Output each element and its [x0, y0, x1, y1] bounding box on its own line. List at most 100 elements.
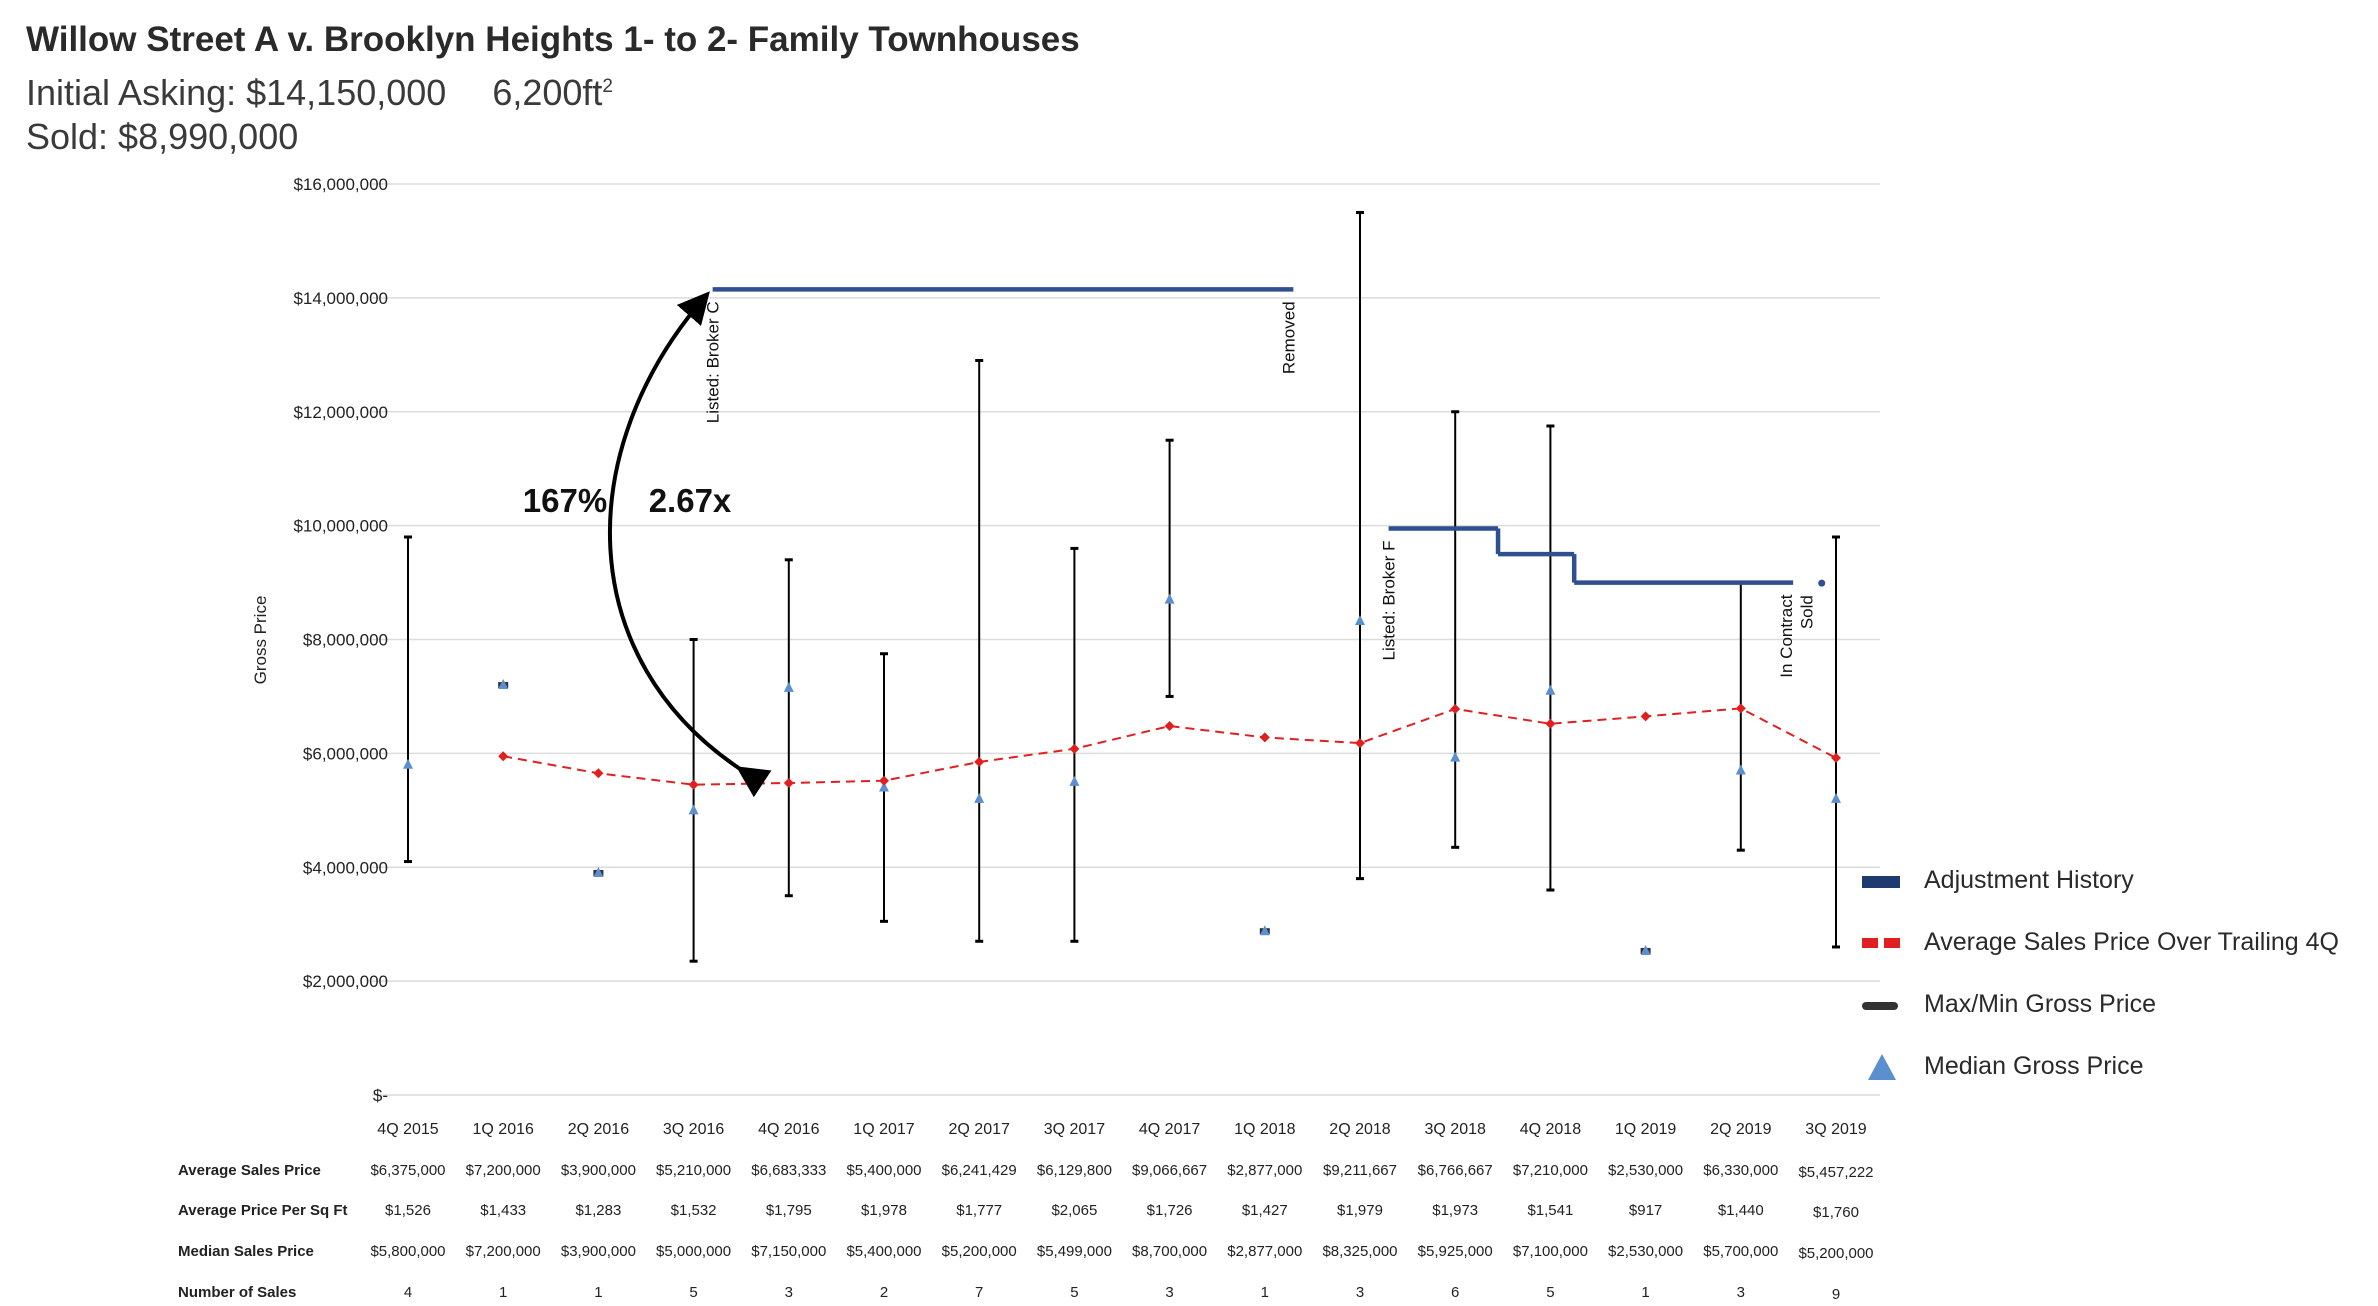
- average-line: [503, 707, 1837, 786]
- table-cell: $6,241,429: [942, 1162, 1017, 1179]
- median-marker: [1069, 775, 1080, 786]
- table-cell: 4: [404, 1284, 412, 1301]
- table-cell: $5,400,000: [846, 1162, 921, 1179]
- sold-price-text: Sold: $8,990,000: [26, 116, 299, 157]
- average-point: [1259, 732, 1270, 743]
- table-cell: $5,000,000: [656, 1243, 731, 1260]
- y-tick-label: $12,000,000: [293, 403, 388, 422]
- table-cell: $7,100,000: [1513, 1243, 1588, 1260]
- table-cell: $1,532: [671, 1202, 717, 1219]
- average-point: [1735, 703, 1746, 714]
- average-point: [498, 751, 509, 762]
- legend-item-median: Median Gross Price: [1862, 1048, 2378, 1088]
- average-point: [1640, 711, 1651, 722]
- median-marker: [1640, 944, 1651, 955]
- x-tick-label: 4Q 2017: [1139, 1121, 1200, 1138]
- table-cell: 2: [880, 1284, 888, 1301]
- legend-label-average: Average Sales Price Over Trailing 4Q: [1924, 928, 2340, 956]
- table-cell: $1,283: [575, 1202, 621, 1219]
- table-cell: $917: [1629, 1202, 1662, 1219]
- x-tick-label: 3Q 2016: [663, 1121, 724, 1138]
- y-tick-label: $8,000,000: [303, 631, 388, 650]
- table-cell: $2,877,000: [1227, 1162, 1302, 1179]
- average-point: [1545, 718, 1556, 729]
- average-point: [1355, 738, 1365, 749]
- table-cell: $5,210,000: [656, 1162, 731, 1179]
- area-value: 6,200ft: [492, 72, 603, 113]
- table-cell: $5,400,000: [846, 1243, 921, 1260]
- y-tick-label: $-: [373, 1086, 388, 1105]
- annotation-percent: 167%: [523, 482, 607, 519]
- y-tick-label: $2,000,000: [303, 972, 388, 991]
- table-cell: 5: [1546, 1284, 1554, 1301]
- legend-label-median: Median Gross Price: [1924, 1052, 2144, 1080]
- legend-swatch-median: [1868, 1054, 1896, 1080]
- table-cell: $2,877,000: [1227, 1243, 1302, 1260]
- table-cell: $8,325,000: [1322, 1243, 1397, 1260]
- annotation-layer: 167% 2.67x: [523, 291, 772, 798]
- x-tick-label: 2Q 2016: [568, 1121, 629, 1138]
- x-axis-labels: 4Q 2015 1Q 2016 2Q 2016 3Q 2016 4Q 2016 1Q 20…: [377, 1121, 1866, 1138]
- x-tick-label: 1Q 2019: [1615, 1121, 1676, 1138]
- average-point: [1164, 721, 1175, 732]
- adjustment-end-label: In Contract: [1777, 594, 1796, 677]
- table-cell: $5,200,000: [942, 1243, 1017, 1260]
- x-tick-label: 2Q 2019: [1710, 1121, 1771, 1138]
- table-cell: $1,726: [1147, 1202, 1193, 1219]
- table-cell: $1,427: [1242, 1202, 1288, 1219]
- table-cell: $5,700,000: [1703, 1243, 1778, 1260]
- legend-label-adjustment: Adjustment History: [1924, 866, 2134, 894]
- annotation-multiple: 2.67x: [649, 482, 732, 519]
- table-cell: $6,129,800: [1037, 1162, 1112, 1179]
- y-tick-label: $14,000,000: [293, 289, 388, 308]
- table-cell: 3: [1356, 1284, 1364, 1301]
- adjustment-history-series: Listed: Broker C Removed Listed: Broker F I…: [704, 287, 1826, 678]
- table-cell: $7,210,000: [1513, 1162, 1588, 1179]
- table-cell: $1,978: [861, 1202, 907, 1219]
- table-cell: 1: [499, 1284, 507, 1301]
- median-marker: [783, 681, 794, 692]
- legend-swatch-average: [1862, 938, 1900, 948]
- legend-swatch-adjustment: [1862, 876, 1900, 888]
- adjustment-end-label: Sold: [1798, 595, 1817, 629]
- table-cell: $1,777: [956, 1202, 1002, 1219]
- table-cell: $1,541: [1527, 1202, 1573, 1219]
- median-marker: [593, 866, 604, 877]
- table-cell: $3,900,000: [561, 1162, 636, 1179]
- legend-item-maxmin: Max/Min Gross Price: [1862, 986, 2378, 1026]
- table-cell: $8,700,000: [1132, 1243, 1207, 1260]
- average-point: [974, 756, 985, 767]
- table-cell: 9: [1832, 1286, 1840, 1303]
- area-superscript: 2: [602, 76, 613, 97]
- median-marker: [1259, 925, 1270, 936]
- median-marker: [1355, 614, 1365, 625]
- average-point: [593, 768, 604, 779]
- average-point: [879, 775, 889, 786]
- table-cell: $9,066,667: [1132, 1162, 1207, 1179]
- legend-swatch-maxmin: [1862, 1002, 1898, 1010]
- median-marker: [498, 679, 509, 690]
- y-axis-label: Gross Price: [251, 596, 270, 685]
- average-point: [1450, 703, 1461, 714]
- median-marker: [1164, 593, 1175, 604]
- median-marker: [1545, 684, 1556, 695]
- chart-title: Willow Street A v. Brooklyn Heights 1- t…: [26, 20, 1080, 59]
- annotation-arrow: [608, 291, 772, 798]
- table-cell: $2,530,000: [1608, 1243, 1683, 1260]
- table-cell: 7: [975, 1284, 983, 1301]
- table-cell: 1: [1641, 1284, 1649, 1301]
- x-tick-label: 1Q 2016: [473, 1121, 534, 1138]
- asking-price-line: Initial Asking: $14,150,000 6,200ft2: [26, 72, 613, 114]
- table-cell: $3,900,000: [561, 1243, 636, 1260]
- median-marker: [1450, 751, 1461, 762]
- table-cell: $7,200,000: [466, 1162, 541, 1179]
- legend-item-adjustment: Adjustment History: [1862, 862, 2378, 902]
- x-tick-label: 4Q 2018: [1520, 1121, 1581, 1138]
- y-tick-label: $4,000,000: [303, 858, 388, 877]
- adjustment-start-label: Listed: Broker C: [704, 301, 723, 423]
- average-point: [688, 779, 699, 790]
- average-point: [1069, 743, 1080, 754]
- table-cell: $5,457,222: [1798, 1164, 1873, 1181]
- max-min-whiskers: [404, 210, 1840, 963]
